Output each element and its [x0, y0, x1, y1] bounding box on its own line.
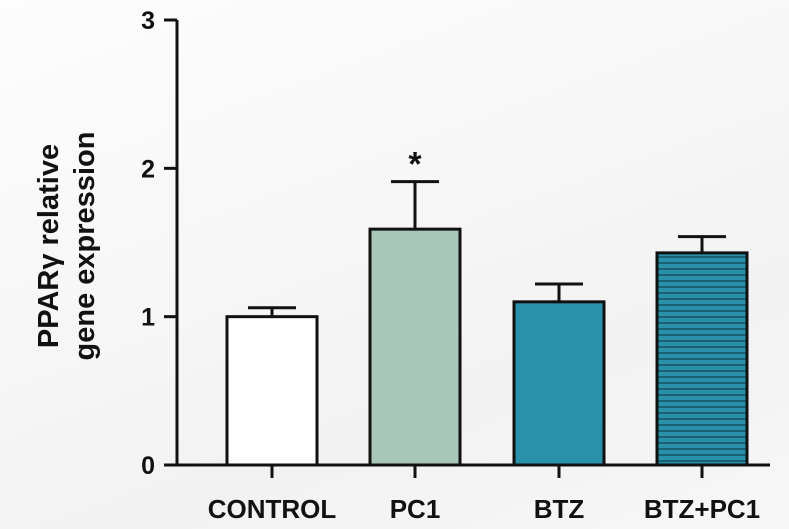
y-axis-title-line: PPARγ relative — [33, 144, 65, 348]
bars — [225, 227, 749, 467]
x-tick-label: CONTROL — [208, 494, 337, 524]
y-tick-label: 2 — [141, 155, 155, 183]
significance-marker: * — [408, 146, 422, 184]
x-tick-label: PC1 — [390, 494, 441, 524]
annotations: * — [408, 146, 422, 184]
x-tick-label: BTZ — [534, 494, 585, 524]
y-axis-title: PPARγ relative gene expression — [33, 132, 101, 361]
x-tick-label: BTZ+PC1 — [644, 494, 760, 524]
bar-pc1 — [368, 227, 462, 467]
y-axis-label: PPARγ relative gene expression — [33, 132, 101, 361]
bar-control — [225, 315, 319, 467]
y-tick-label: 0 — [141, 452, 155, 480]
bar-btz — [512, 300, 606, 467]
y-axis-title-line: gene expression — [69, 132, 101, 361]
error-bars — [248, 180, 726, 317]
y-tick-label: 1 — [141, 304, 155, 332]
y-tick-labels: 0 1 2 3 — [141, 7, 155, 480]
y-tick-label: 3 — [141, 7, 155, 35]
bar-btz-pc1 — [655, 251, 749, 467]
x-tick-labels: CONTROL PC1 BTZ BTZ+PC1 — [208, 494, 760, 524]
